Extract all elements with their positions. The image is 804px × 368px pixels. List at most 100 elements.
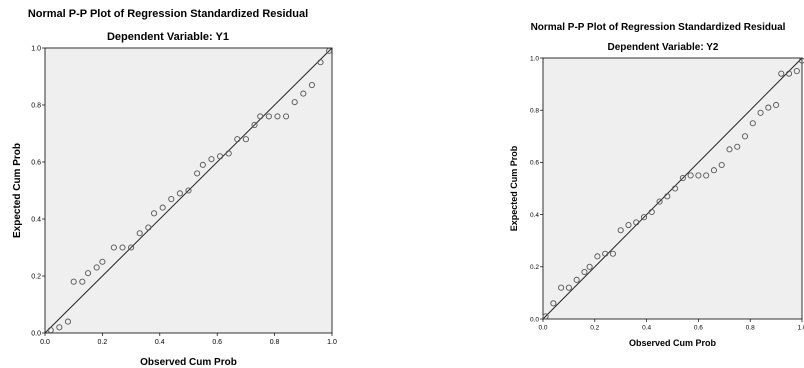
chart-1-data-point	[300, 90, 307, 97]
chart-1-y-axis-label: Expected Cum Prob	[12, 143, 23, 238]
chart-2-data-point	[734, 143, 741, 150]
chart-2-data-point	[710, 167, 717, 174]
chart-1-data-point	[79, 278, 86, 285]
chart-1-data-point	[225, 150, 232, 157]
chart-1-data-point	[257, 113, 264, 120]
chart-2-x-tick-label: 0.6	[694, 325, 703, 332]
chart-1-subtitle: Dependent Variable: Y1	[107, 31, 229, 43]
chart-2-data-point	[793, 68, 800, 75]
chart-2-data-point	[703, 172, 710, 179]
chart-2-data-point	[765, 104, 772, 111]
chart-1-data-point	[317, 59, 324, 66]
chart-2-y-tick-label: 0.8	[530, 107, 539, 114]
chart-1-y-tick-label: 0.2	[31, 273, 41, 280]
chart-2-data-point	[648, 208, 655, 216]
chart-2-y-tick-label: 0.0	[530, 316, 539, 323]
chart-1-title: Normal P-P Plot of Regression Standardiz…	[28, 8, 308, 20]
chart-1-data-point	[47, 327, 54, 334]
chart-2-data-point	[695, 172, 702, 179]
chart-1-y-tick-label: 1.0	[31, 45, 41, 52]
chart-1-data-point	[283, 113, 290, 120]
chart-2-y-tick-label: 0.2	[530, 264, 539, 271]
chart-2-title: Normal P-P Plot of Regression Standardiz…	[531, 22, 786, 33]
chart-1-data-point	[176, 190, 183, 197]
chart-2-data-point	[757, 109, 764, 116]
chart-2-data-point	[565, 284, 572, 291]
chart-1-data-point	[99, 258, 106, 265]
chart-1-x-tick-label: 0.8	[270, 339, 280, 346]
chart-2-data-point	[687, 172, 694, 179]
chart-2-data-point	[573, 276, 580, 283]
chart-2-data-point	[542, 313, 549, 320]
chart-2-x-axis-label: Observed Cum Prob	[629, 338, 717, 348]
chart-2-y-tick-label: 0.4	[530, 212, 539, 219]
chart-2-subtitle: Dependent Variable: Y2	[608, 42, 719, 53]
chart-2-data-point	[586, 263, 593, 270]
chart-1-data-point	[93, 264, 100, 271]
chart-1-group: Normal P-P Plot of Regression Standardiz…	[12, 8, 337, 368]
chart-2-data-point	[679, 175, 686, 182]
chart-1-y-tick-label: 0.8	[31, 102, 41, 109]
chart-2-data-point	[602, 250, 609, 257]
chart-1-data-point	[208, 156, 215, 163]
chart-1-data-point	[159, 204, 166, 211]
chart-2-data-point	[672, 185, 679, 192]
chart-1-data-point	[291, 99, 298, 106]
chart-1-data-point	[110, 244, 117, 251]
chart-2-data-point	[726, 146, 733, 153]
chart-1-data-point	[136, 230, 143, 237]
chart-1-data-point	[168, 195, 175, 203]
chart-2-data-point	[609, 250, 616, 257]
chart-2-group: Normal P-P Plot of Regression Standardiz…	[509, 22, 804, 348]
chart-2-data-point	[656, 198, 663, 205]
chart-2-data-point	[741, 133, 749, 140]
chart-1-x-tick-label: 0.6	[212, 339, 222, 346]
chart-2-data-point	[664, 193, 671, 200]
chart-1-data-point	[64, 318, 72, 325]
chart-2-data-point	[749, 120, 756, 127]
chart-2-data-point	[633, 219, 640, 226]
chart-1-x-axis-label: Observed Cum Prob	[140, 357, 237, 368]
chart-1-data-point	[185, 187, 192, 194]
chart-2-data-point	[617, 227, 624, 234]
chart-1-y-tick-label: 0.6	[31, 159, 41, 166]
chart-2-data-point	[581, 268, 588, 276]
chart-2-data-point	[718, 161, 725, 169]
chart-2-data-point	[594, 253, 601, 260]
chart-1-x-tick-label: 1.0	[327, 339, 337, 346]
chart-2-x-tick-label: 0.0	[538, 325, 547, 332]
chart-2-data-point	[786, 70, 793, 77]
chart-1-reference-line	[44, 47, 333, 334]
chart-1-data-point	[145, 224, 152, 231]
chart-2-data-point	[773, 101, 780, 109]
chart-1-data-point	[128, 244, 135, 251]
chart-1-data-point	[56, 324, 63, 331]
chart-2-x-tick-label: 1.0	[797, 325, 804, 332]
chart-1-x-tick-label: 0.4	[155, 339, 165, 346]
chart-1-data-point	[119, 244, 126, 251]
chart-1-data-point	[326, 47, 333, 54]
chart-2-y-axis-label: Expected Cum Prob	[509, 145, 519, 231]
chart-1-data-point	[151, 210, 158, 217]
chart-2-x-tick-label: 0.8	[746, 325, 755, 332]
chart-2-y-tick-label: 0.6	[530, 160, 539, 167]
chart-1-x-tick-label: 0.2	[98, 339, 108, 346]
chart-1-data-point	[85, 270, 92, 277]
chart-2-data-point	[798, 57, 804, 64]
chart-1-data-point	[274, 113, 281, 120]
chart-2-x-tick-label: 0.2	[590, 325, 599, 332]
chart-1-y-tick-label: 0.0	[31, 330, 41, 337]
chart-1-data-point	[234, 136, 241, 143]
chart-2-x-tick-label: 0.4	[642, 325, 651, 332]
chart-1-data-point	[265, 113, 272, 120]
chart-1-data-point	[194, 170, 201, 177]
chart-1-x-tick-label: 0.0	[40, 339, 50, 346]
chart-2-data-point	[640, 214, 648, 221]
chart-2-data-point	[625, 221, 632, 229]
chart-1-data-point	[242, 136, 249, 143]
chart-2-data-point	[550, 300, 557, 307]
chart-1-data-point	[308, 82, 315, 89]
chart-1-data-point	[199, 161, 206, 168]
